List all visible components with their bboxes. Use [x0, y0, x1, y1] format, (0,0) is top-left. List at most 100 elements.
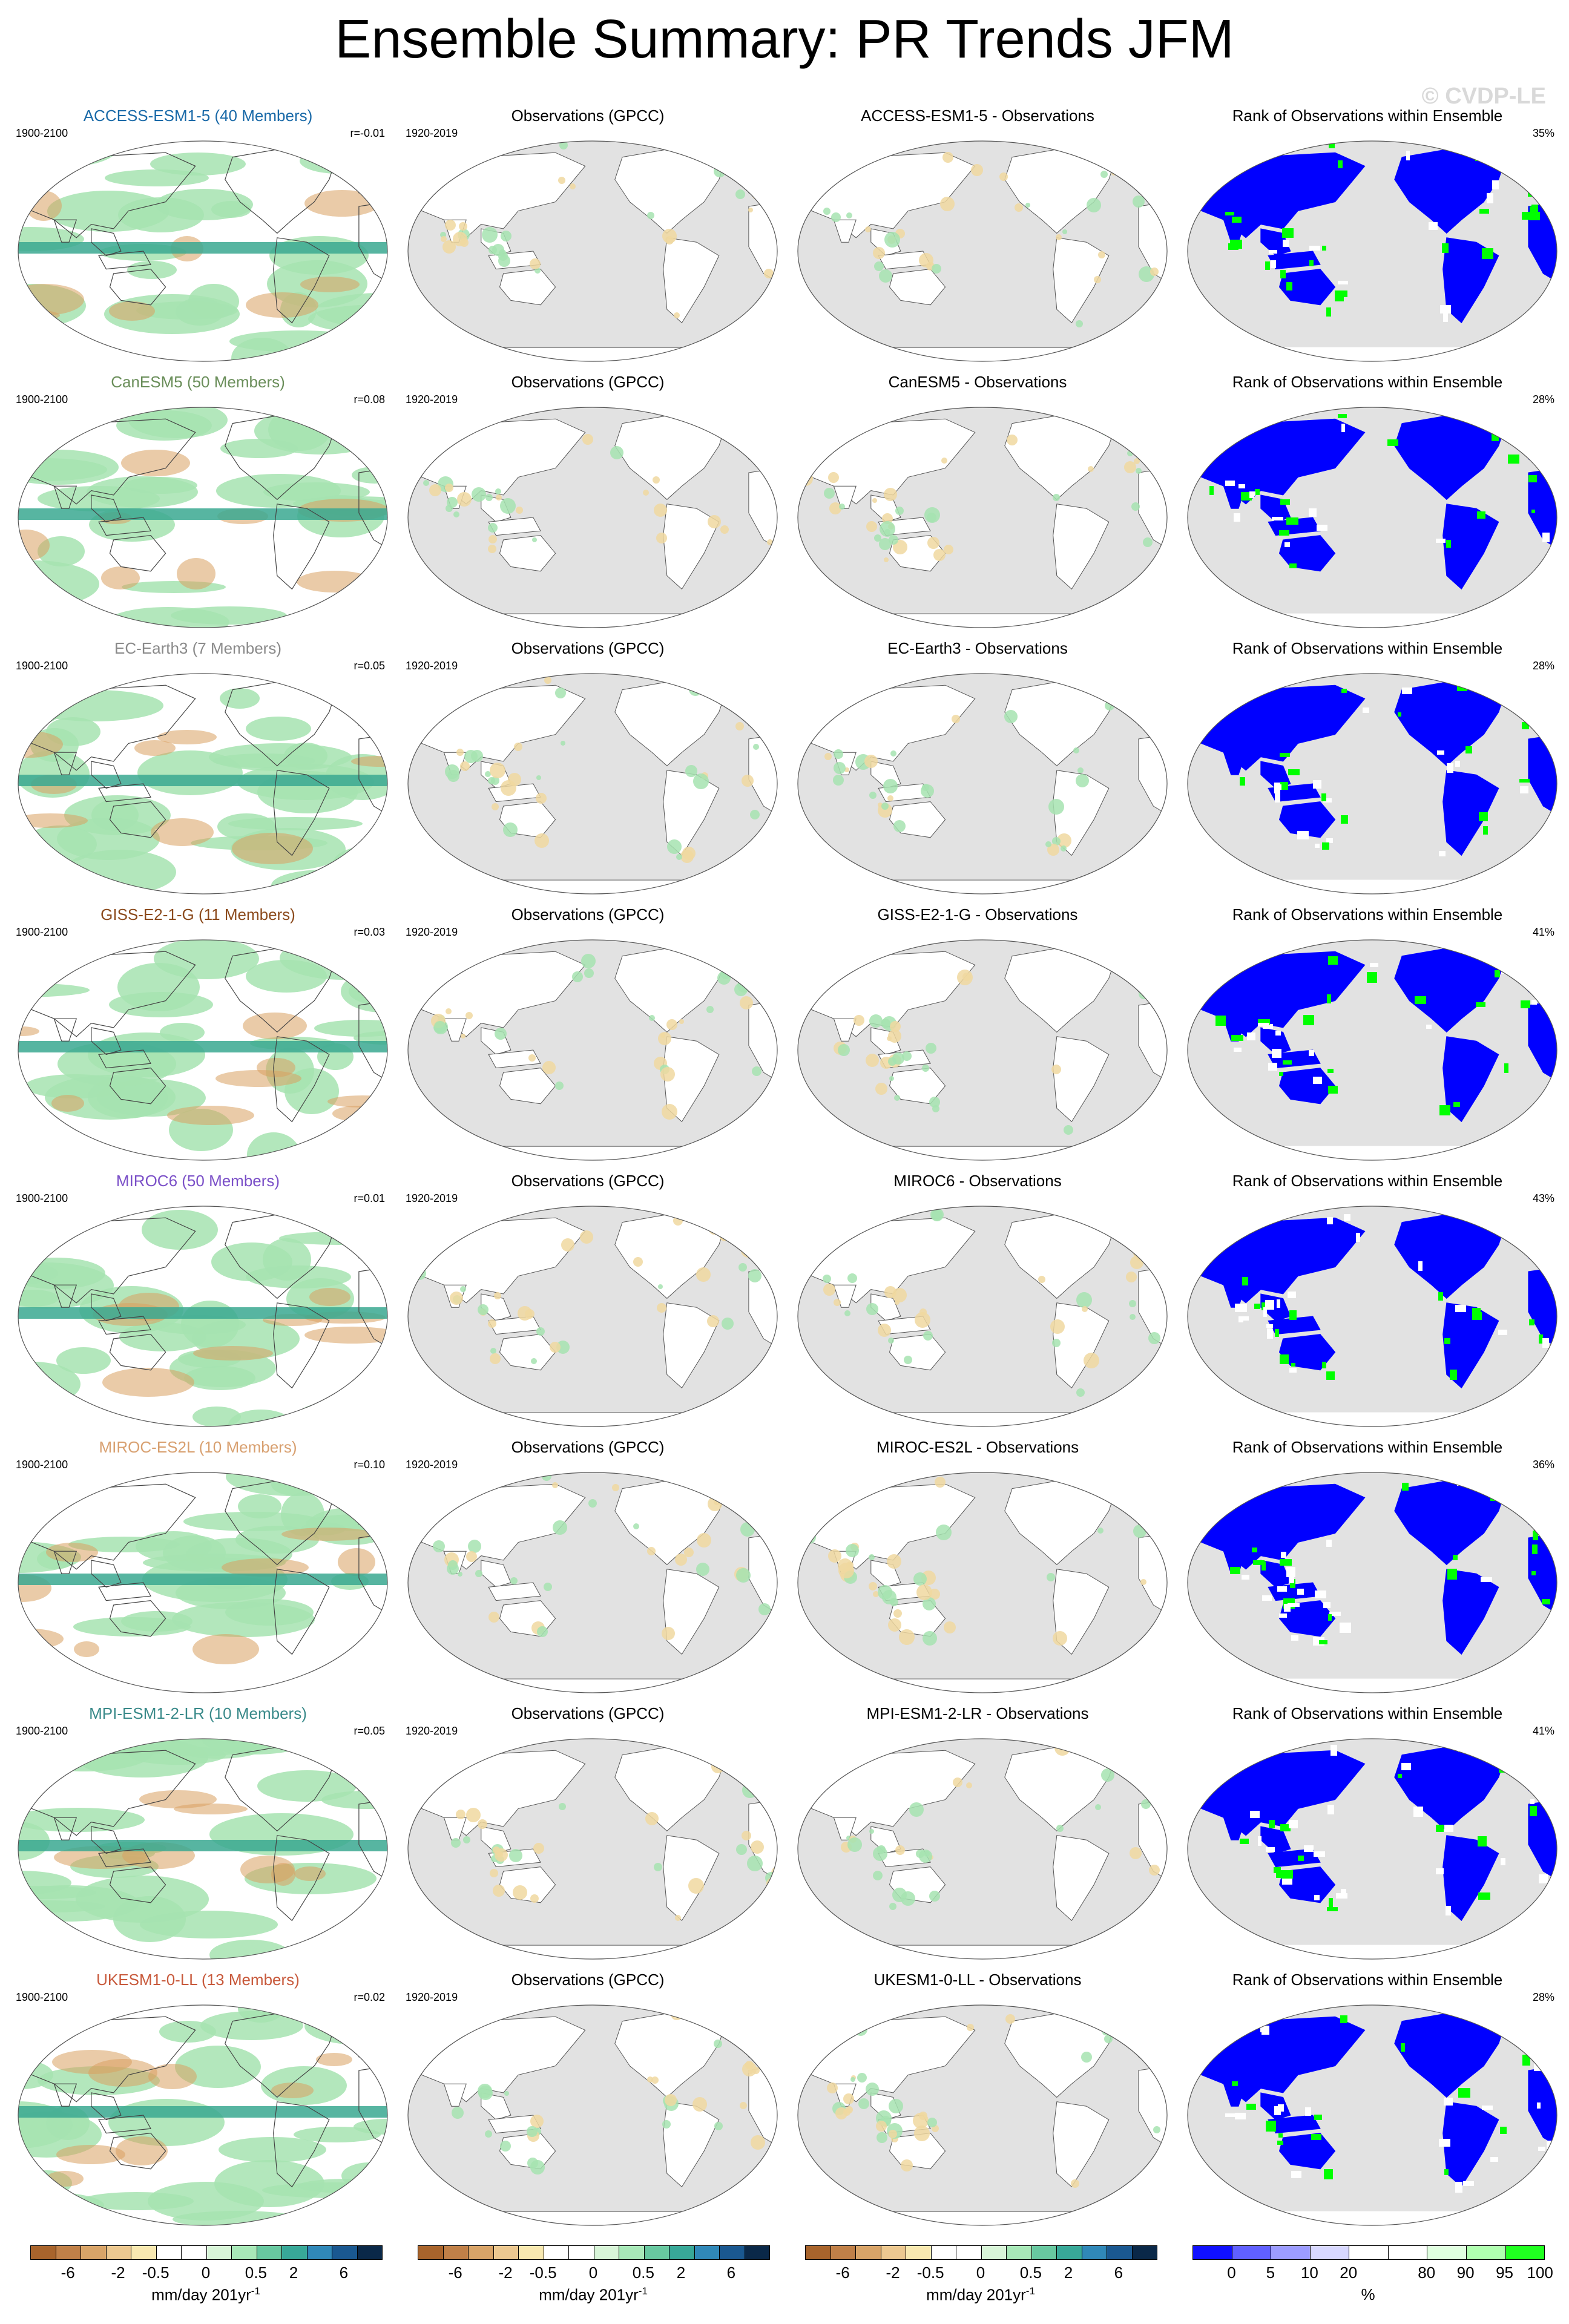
period-label: 1900-2100	[16, 660, 68, 672]
panel-title: Rank of Observations within Ensemble	[1232, 639, 1503, 657]
pattern-correlation: r=0.03	[354, 926, 385, 938]
panel-title: ACCESS-ESM1-5 - Observations	[861, 107, 1094, 125]
panel-title: Observations (GPCC)	[511, 1172, 665, 1190]
rank-percent: 35%	[1532, 127, 1554, 139]
period-label: 1900-2100	[16, 1459, 68, 1471]
map-area	[797, 405, 1168, 629]
map-area	[407, 2003, 778, 2227]
panel-title: Rank of Observations within Ensemble	[1232, 107, 1503, 125]
colorbar-tick-label: 90	[1456, 2263, 1475, 2282]
colorbar-units: mm/day 201yr-1	[539, 2285, 648, 2304]
panel-model-row-2: CanESM5 (50 Members) 1900-2100 r=0.08	[5, 373, 391, 633]
map-area	[797, 1204, 1168, 1428]
map-area	[797, 938, 1168, 1162]
period-label: 1920-2019	[406, 127, 458, 139]
panel-model-row-7: MPI-ESM1-2-LR (10 Members) 1900-2100 r=0.0…	[5, 1704, 391, 1965]
panel-title: MPI-ESM1-2-LR (10 Members)	[89, 1704, 307, 1722]
colorbar-tick-label: 20	[1340, 2263, 1358, 2282]
map-area	[797, 672, 1168, 896]
panel-title: Observations (GPCC)	[511, 1438, 665, 1456]
rank-map	[1187, 1206, 1557, 1427]
observations-map	[407, 2004, 778, 2226]
panel-title: EC-Earth3 (7 Members)	[114, 639, 281, 657]
panel-title: Rank of Observations within Ensemble	[1232, 1704, 1503, 1722]
panel-title: UKESM1-0-LL (13 Members)	[96, 1971, 300, 1989]
panel-rank-row-5: Rank of Observations within Ensemble 43%	[1174, 1172, 1561, 1432]
period-label: 1900-2100	[16, 127, 68, 139]
period-label: 1920-2019	[406, 1192, 458, 1204]
map-area	[17, 1737, 389, 1961]
period-label: 1900-2100	[16, 1991, 68, 2003]
panel-title: MIROC6 - Observations	[893, 1172, 1062, 1190]
map-area	[17, 1471, 389, 1695]
pattern-correlation: r=0.05	[354, 660, 385, 672]
colorbar-tick-label: 2	[1064, 2263, 1073, 2282]
panel-title: CanESM5 (50 Members)	[111, 373, 285, 391]
pattern-correlation: r=0.02	[354, 1991, 385, 2003]
pattern-correlation: r=0.08	[354, 393, 385, 405]
pattern-correlation: r=0.01	[354, 1192, 385, 1204]
map-area	[407, 1471, 778, 1695]
panel-observations-row-6: Observations (GPCC) 1920-2019	[395, 1438, 781, 1698]
panel-model-row-6: MIROC-ES2L (10 Members) 1900-2100 r=0.10	[5, 1438, 391, 1698]
panel-model-row-1: ACCESS-ESM1-5 (40 Members) 1900-2100 r=-0.…	[5, 107, 391, 367]
colorbar-tick-label: -2	[111, 2263, 125, 2282]
model-trend-map	[18, 939, 388, 1161]
map-area	[17, 672, 389, 896]
pattern-correlation: r=0.05	[354, 1725, 385, 1737]
rank-percent: 41%	[1532, 1725, 1554, 1737]
map-area	[407, 1737, 778, 1961]
colorbar-units: mm/day 201yr-1	[151, 2285, 260, 2304]
difference-map	[797, 939, 1168, 1161]
colorbar-tick-label: 2	[289, 2263, 298, 2282]
model-trend-map	[18, 673, 388, 894]
colorbar-tick-label: 0	[1227, 2263, 1236, 2282]
model-trend-map	[18, 1472, 388, 1693]
colorbar-tick-label: 0.5	[632, 2263, 654, 2282]
panel-rank-row-2: Rank of Observations within Ensemble 28%	[1174, 373, 1561, 633]
panel-title: Observations (GPCC)	[511, 1971, 665, 1989]
period-label: 1900-2100	[16, 1192, 68, 1204]
panel-title: Rank of Observations within Ensemble	[1232, 1438, 1503, 1456]
colorbar-tick-label: 0.5	[1019, 2263, 1042, 2282]
colorbar-tick-label: -2	[886, 2263, 900, 2282]
colorbar-tick-label: 100	[1527, 2263, 1553, 2282]
panel-rank-row-8: Rank of Observations within Ensemble 28%	[1174, 1971, 1561, 2231]
panel-title: EC-Earth3 - Observations	[887, 639, 1068, 657]
trend-colorbar: -6 -2 -0.5 0 0.5 2 6 mm/day 201yr-1	[30, 2245, 383, 2312]
colorbar-tick-label: 0.5	[245, 2263, 267, 2282]
panel-observations-row-1: Observations (GPCC) 1920-2019	[395, 107, 781, 367]
rank-map	[1187, 1738, 1557, 1960]
rank-percent: 28%	[1532, 660, 1554, 672]
panel-model-row-3: EC-Earth3 (7 Members) 1900-2100 r=0.05	[5, 639, 391, 899]
colorbar-tick-label: 6	[726, 2263, 736, 2282]
period-label: 1920-2019	[406, 393, 458, 405]
panel-model-row-5: MIROC6 (50 Members) 1900-2100 r=0.01	[5, 1172, 391, 1432]
rank-map	[1187, 1472, 1557, 1693]
map-area	[1186, 1471, 1558, 1695]
map-area	[17, 139, 389, 363]
map-area	[1186, 938, 1558, 1162]
observations-map	[407, 140, 778, 362]
observations-map	[407, 407, 778, 628]
colorbar-tick-label: -6	[835, 2263, 850, 2282]
map-area	[407, 139, 778, 363]
panel-title: Rank of Observations within Ensemble	[1232, 373, 1503, 391]
model-trend-map	[18, 1738, 388, 1960]
colorbar-tick-label: -0.5	[529, 2263, 557, 2282]
copyright-watermark: © CVDP-LE	[1421, 84, 1546, 109]
period-label: 1900-2100	[16, 926, 68, 938]
period-label: 1920-2019	[406, 1725, 458, 1737]
map-area	[1186, 2003, 1558, 2227]
panel-title: MIROC-ES2L - Observations	[876, 1438, 1079, 1456]
panel-title: GISS-E2-1-G (11 Members)	[100, 905, 295, 924]
panel-title: MIROC-ES2L (10 Members)	[99, 1438, 297, 1456]
difference-map	[797, 140, 1168, 362]
colorbar-tick-label: -6	[61, 2263, 75, 2282]
period-label: 1920-2019	[406, 1459, 458, 1471]
model-trend-map	[18, 140, 388, 362]
observations-map	[407, 1738, 778, 1960]
rank-map	[1187, 407, 1557, 628]
difference-map	[797, 2004, 1168, 2226]
panel-observations-row-4: Observations (GPCC) 1920-2019	[395, 905, 781, 1166]
